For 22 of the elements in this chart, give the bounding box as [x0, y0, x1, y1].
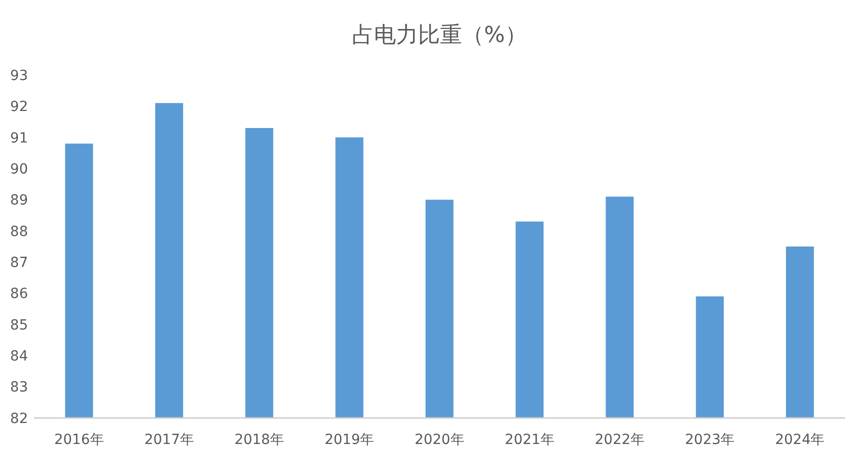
y-tick-label: 86 [10, 286, 28, 302]
x-tick-label: 2022年 [594, 432, 645, 448]
x-tick-label: 2017年 [144, 432, 194, 448]
x-tick-label: 2024年 [775, 432, 825, 448]
y-tick-label: 84 [10, 348, 28, 365]
y-tick-label: 87 [10, 254, 28, 271]
y-tick-label: 89 [10, 192, 28, 209]
y-tick-label: 93 [10, 68, 28, 84]
x-tick-label: 2019年 [324, 432, 374, 448]
y-tick-label: 90 [10, 161, 28, 178]
x-tick-label: 2020年 [414, 432, 464, 448]
y-tick-label: 88 [10, 224, 28, 240]
x-tick-label: 2018年 [234, 432, 284, 448]
y-tick-label: 85 [10, 317, 28, 334]
x-tick-label: 2016年 [54, 432, 104, 448]
chart-title: 占电力比重（%） [352, 23, 527, 48]
y-tick-label: 83 [10, 380, 28, 396]
y-tick-label: 92 [10, 99, 28, 116]
x-tick-label: 2023年 [685, 432, 735, 448]
y-tick-label: 91 [10, 130, 28, 146]
x-tick-label: 2021年 [504, 432, 554, 448]
y-tick-label: 82 [10, 410, 28, 427]
